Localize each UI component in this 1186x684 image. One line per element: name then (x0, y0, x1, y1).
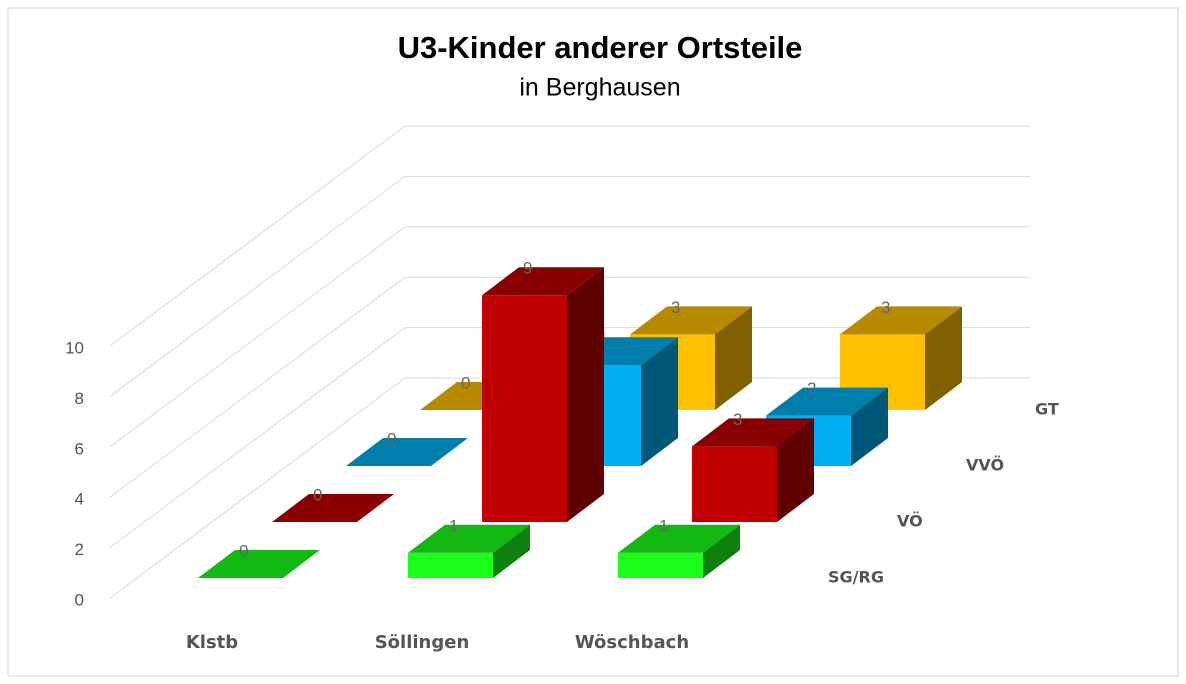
bar (408, 524, 530, 578)
grid-line (109, 125, 1030, 347)
bar (482, 267, 604, 522)
series-label: VÖ (897, 512, 923, 531)
chart-subtitle: in Berghausen (519, 74, 680, 102)
series-label: VVÖ (966, 456, 1004, 475)
series-label: GT (1035, 400, 1059, 419)
bar-side (925, 306, 962, 410)
grid-line (109, 276, 1030, 498)
bar (346, 438, 468, 466)
grid-line (109, 175, 1030, 397)
bar-top (840, 306, 962, 335)
bar (272, 494, 394, 522)
bar-top (630, 306, 752, 335)
bar-side (493, 524, 530, 578)
bar-top (198, 550, 320, 578)
x-tick-label: Wöschbach (575, 632, 689, 653)
bar-front (692, 446, 777, 522)
y-tick-label: 0 (75, 590, 84, 609)
data-label: 2 (807, 379, 816, 398)
data-label: 0 (313, 485, 322, 504)
bar (618, 524, 740, 578)
bar-front (618, 552, 703, 578)
bar-top (692, 418, 814, 447)
y-tick-label: 6 (75, 439, 84, 458)
bar (198, 550, 320, 578)
bar (692, 418, 814, 522)
y-tick-label: 2 (75, 540, 84, 559)
bar-side (641, 337, 678, 466)
grid-line (109, 226, 1030, 448)
x-tick-label: Söllingen (375, 632, 470, 653)
chart-title: U3-Kinder anderer Ortsteile (398, 30, 803, 65)
bar-top (482, 267, 604, 296)
bar-top (766, 387, 888, 416)
data-label: 1 (449, 516, 458, 535)
data-label: 0 (387, 429, 396, 448)
bar-side (715, 306, 752, 410)
grid-line (109, 377, 1030, 599)
bar-side (567, 267, 604, 522)
grid-line (109, 327, 1030, 549)
y-tick-label: 4 (75, 490, 84, 509)
bar-top (272, 494, 394, 522)
data-label: 3 (671, 298, 680, 317)
data-label: 3 (881, 298, 890, 317)
bar-top (408, 524, 530, 553)
bar-top (346, 438, 468, 466)
data-label: 0 (239, 541, 248, 560)
bar-front (482, 295, 567, 522)
x-tick-label: Klstb (186, 632, 238, 653)
data-label: 1 (659, 516, 668, 535)
data-label: 9 (523, 259, 532, 278)
bar-side (777, 418, 814, 522)
bar-top (618, 524, 740, 553)
bar-front (408, 552, 493, 578)
data-label: 3 (733, 410, 742, 429)
y-tick-label: 8 (75, 389, 84, 408)
y-tick-label: 10 (65, 338, 84, 357)
bar-side (851, 387, 888, 466)
bar-side (703, 524, 740, 578)
series-label: SG/RG (828, 568, 884, 587)
data-label: 0 (461, 373, 470, 392)
